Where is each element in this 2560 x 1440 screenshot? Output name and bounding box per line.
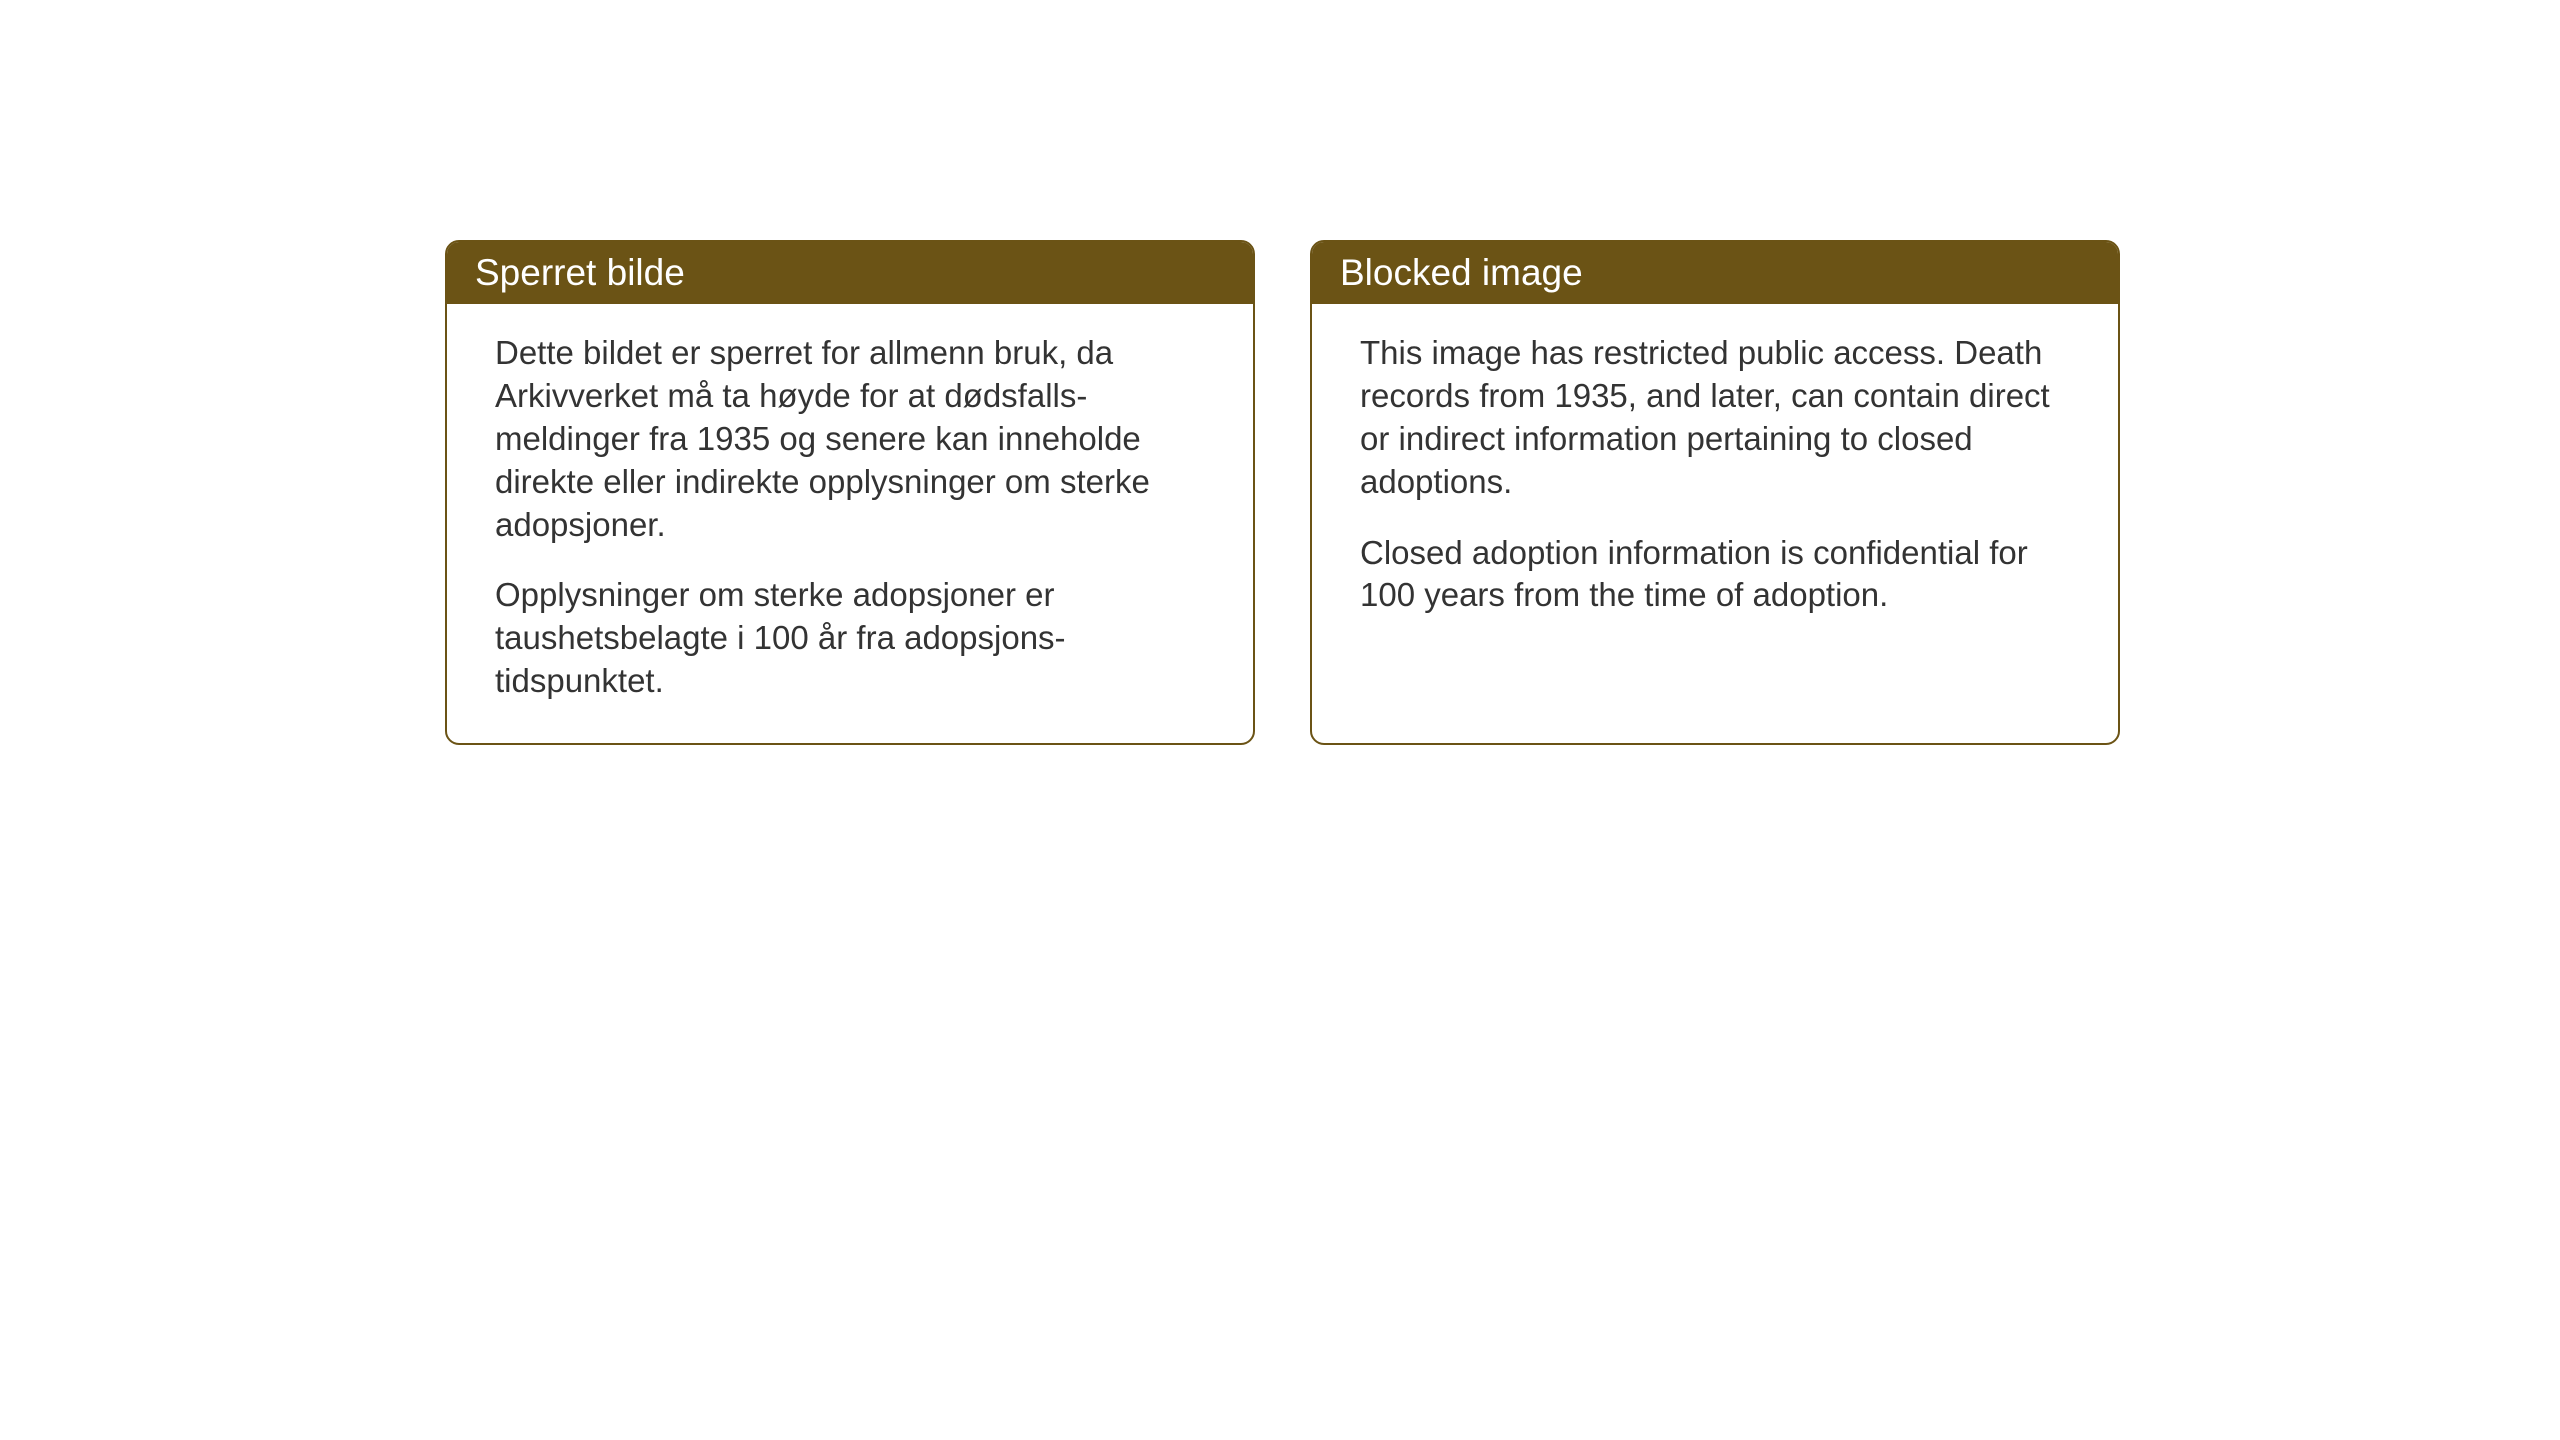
notice-paragraph-2-english: Closed adoption information is confident… [1360,532,2070,618]
notice-header-norwegian: Sperret bilde [447,242,1253,304]
notice-paragraph-2-norwegian: Opplysninger om sterke adopsjoner er tau… [495,574,1205,703]
notice-paragraph-1-english: This image has restricted public access.… [1360,332,2070,504]
notice-header-english: Blocked image [1312,242,2118,304]
notice-body-english: This image has restricted public access.… [1312,304,2118,657]
notice-container: Sperret bilde Dette bildet er sperret fo… [445,240,2120,745]
notice-paragraph-1-norwegian: Dette bildet er sperret for allmenn bruk… [495,332,1205,546]
notice-box-english: Blocked image This image has restricted … [1310,240,2120,745]
notice-box-norwegian: Sperret bilde Dette bildet er sperret fo… [445,240,1255,745]
notice-title-english: Blocked image [1340,252,1583,293]
notice-title-norwegian: Sperret bilde [475,252,685,293]
notice-body-norwegian: Dette bildet er sperret for allmenn bruk… [447,304,1253,743]
